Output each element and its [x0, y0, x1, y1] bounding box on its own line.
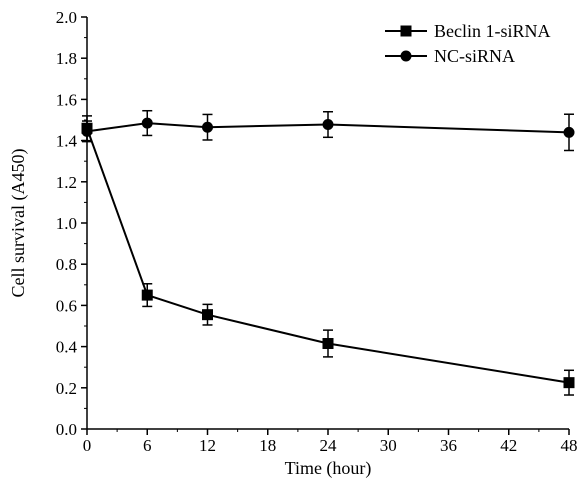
legend-marker: [400, 25, 412, 37]
legend-label: NC-siRNA: [434, 46, 515, 66]
y-tick-label: 1.6: [56, 90, 77, 109]
x-tick-label: 36: [440, 436, 457, 455]
x-tick-label: 42: [500, 436, 517, 455]
series-nc: [81, 109, 575, 152]
series-beclin: [81, 115, 575, 396]
x-tick-label: 12: [199, 436, 216, 455]
legend-item: NC-siRNA: [385, 46, 515, 66]
legend: Beclin 1-siRNA NC-siRNA: [385, 21, 551, 66]
data-point: [202, 121, 213, 133]
axes: 0.0 0.2 0.4 0.6 0.8 1.0 1.2 1.4 1.6 1.8 2.0 0 6 12 18 2…: [56, 8, 578, 455]
data-point: [322, 119, 334, 131]
legend-item: Beclin 1-siRNA: [385, 21, 551, 41]
data-point: [141, 289, 153, 301]
y-tick-label: 0.2: [56, 379, 77, 398]
x-axis-title: Time (hour): [285, 458, 372, 479]
y-axis-title: Cell survival (A450): [8, 149, 29, 298]
y-tick-label: 1.0: [56, 214, 77, 233]
series-layer: [81, 109, 575, 396]
data-point: [322, 338, 334, 350]
data-point: [563, 377, 575, 389]
y-tick-label: 1.2: [56, 173, 77, 192]
y-tick-label: 1.8: [56, 49, 77, 68]
x-tick-label: 48: [561, 436, 578, 455]
legend-marker: [400, 50, 412, 62]
legend-label: Beclin 1-siRNA: [434, 21, 551, 41]
x-tick-label: 24: [320, 436, 338, 455]
y-tick-label: 0.4: [56, 338, 78, 357]
data-point: [81, 125, 93, 137]
data-point: [202, 309, 213, 321]
data-point: [563, 126, 575, 138]
x-tick-label: 6: [143, 436, 152, 455]
y-tick-label: 2.0: [56, 8, 77, 27]
y-tick-label: 0.0: [56, 420, 77, 439]
data-point: [141, 117, 153, 129]
y-tick-label: 1.4: [56, 132, 78, 151]
x-tick-label: 0: [83, 436, 92, 455]
x-tick-label: 18: [259, 436, 276, 455]
y-tick-label: 0.6: [56, 296, 77, 315]
x-tick-label: 30: [380, 436, 397, 455]
y-tick-label: 0.8: [56, 255, 77, 274]
